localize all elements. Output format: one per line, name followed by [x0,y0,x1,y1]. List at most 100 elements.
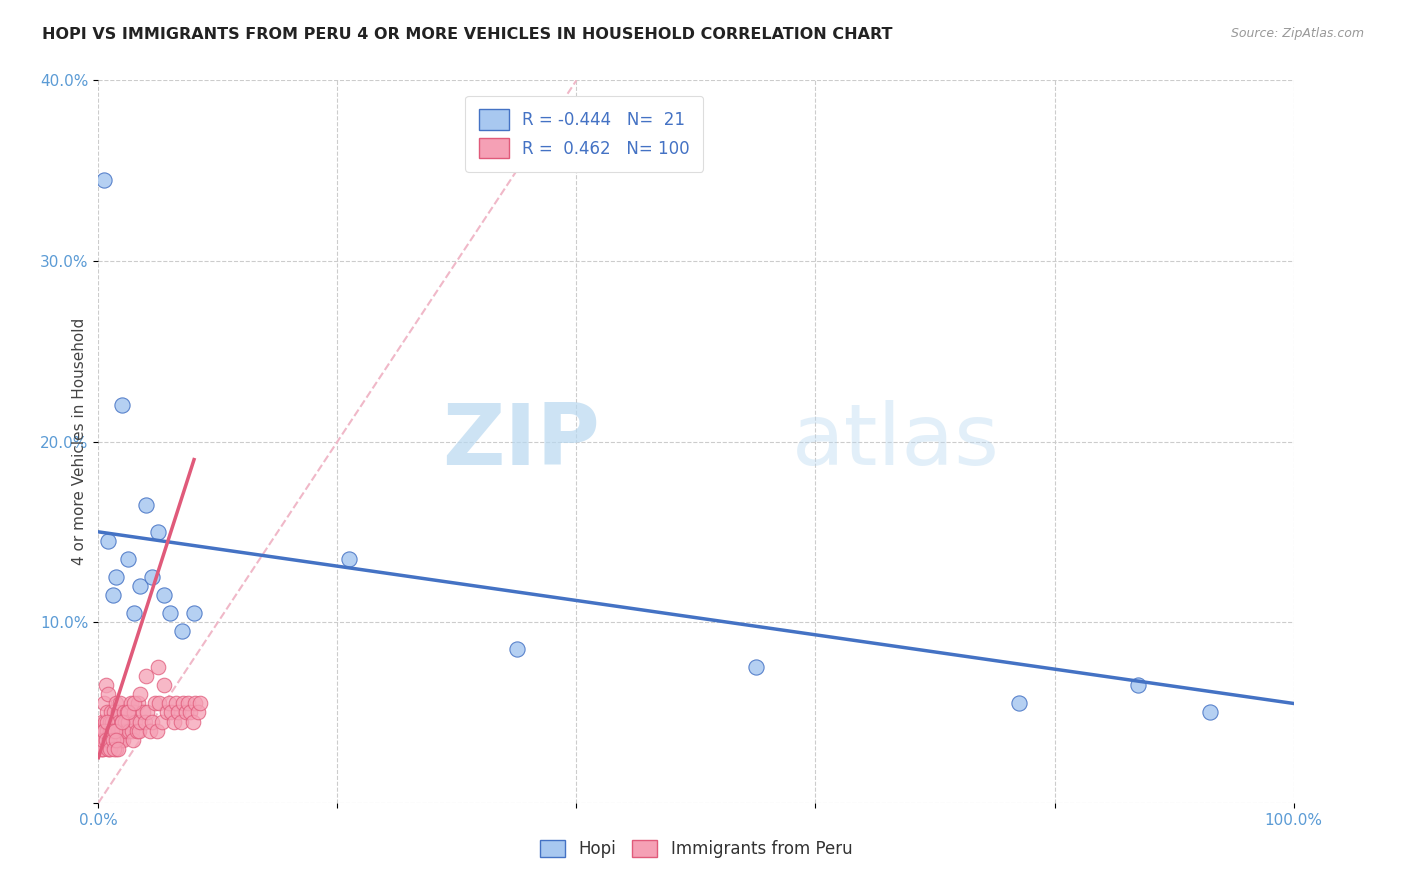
Point [128,723,150,738]
Point [103,723,125,738]
Point [100,723,122,738]
Point [108,697,131,711]
Point [141,570,163,584]
Point [107,741,129,756]
Text: ZIP: ZIP [443,400,600,483]
Point [135,498,157,512]
Point [93,697,115,711]
Point [90,732,112,747]
Point [98,741,122,756]
Point [187,706,209,720]
Point [1199,706,1222,720]
Point [115,723,138,738]
Point [127,697,149,711]
Point [91,732,114,747]
Point [93,172,115,186]
Point [89,732,111,747]
Point [159,606,181,620]
Point [134,714,156,729]
Point [91,714,114,729]
Point [124,706,146,720]
Point [155,706,177,720]
Point [98,741,121,756]
Point [101,732,124,747]
Point [101,732,124,747]
Point [139,723,162,738]
Point [98,732,121,747]
Text: Source: ZipAtlas.com: Source: ZipAtlas.com [1230,27,1364,40]
Point [111,398,134,412]
Point [100,732,122,747]
Point [97,741,120,756]
Text: atlas: atlas [792,400,1000,483]
Point [93,732,115,747]
Point [150,714,173,729]
Point [179,706,201,720]
Point [91,723,114,738]
Point [146,723,169,738]
Point [129,687,152,701]
Point [104,714,127,729]
Point [120,697,142,711]
Point [172,624,194,639]
Point [111,723,134,738]
Point [93,723,115,738]
Point [101,714,124,729]
Point [122,732,145,747]
Point [136,706,159,720]
Point [148,524,170,539]
Point [165,697,187,711]
Point [97,732,120,747]
Point [111,732,134,747]
Point [96,706,118,720]
Point [339,552,361,566]
Point [100,706,122,720]
Point [167,706,190,720]
Point [141,714,163,729]
Point [125,723,148,738]
Point [170,714,193,729]
Point [157,697,180,711]
Point [98,714,121,729]
Point [506,642,529,657]
Point [96,723,118,738]
Point [153,588,176,602]
Point [104,741,127,756]
Point [153,678,176,692]
Point [121,723,143,738]
Point [104,723,127,738]
Point [131,706,153,720]
Point [143,697,166,711]
Point [181,714,204,729]
Point [115,706,138,720]
Point [124,697,146,711]
Point [114,714,136,729]
Point [148,697,170,711]
Point [105,697,128,711]
Point [188,697,211,711]
Point [117,714,139,729]
Point [105,723,128,738]
Point [117,552,139,566]
Point [112,706,135,720]
Point [108,732,131,747]
Point [183,606,205,620]
Point [177,697,200,711]
Point [103,732,125,747]
Point [94,714,117,729]
Point [184,697,207,711]
Point [111,714,134,729]
Point [160,706,183,720]
Point [129,714,152,729]
Point [107,732,129,747]
Point [117,706,139,720]
Point [174,706,197,720]
Point [148,660,170,674]
Point [96,714,118,729]
Point [94,732,117,747]
Point [1128,678,1150,692]
Point [98,723,122,738]
Legend: Hopi, Immigrants from Peru: Hopi, Immigrants from Peru [531,832,860,867]
Point [107,714,129,729]
Point [103,741,125,756]
